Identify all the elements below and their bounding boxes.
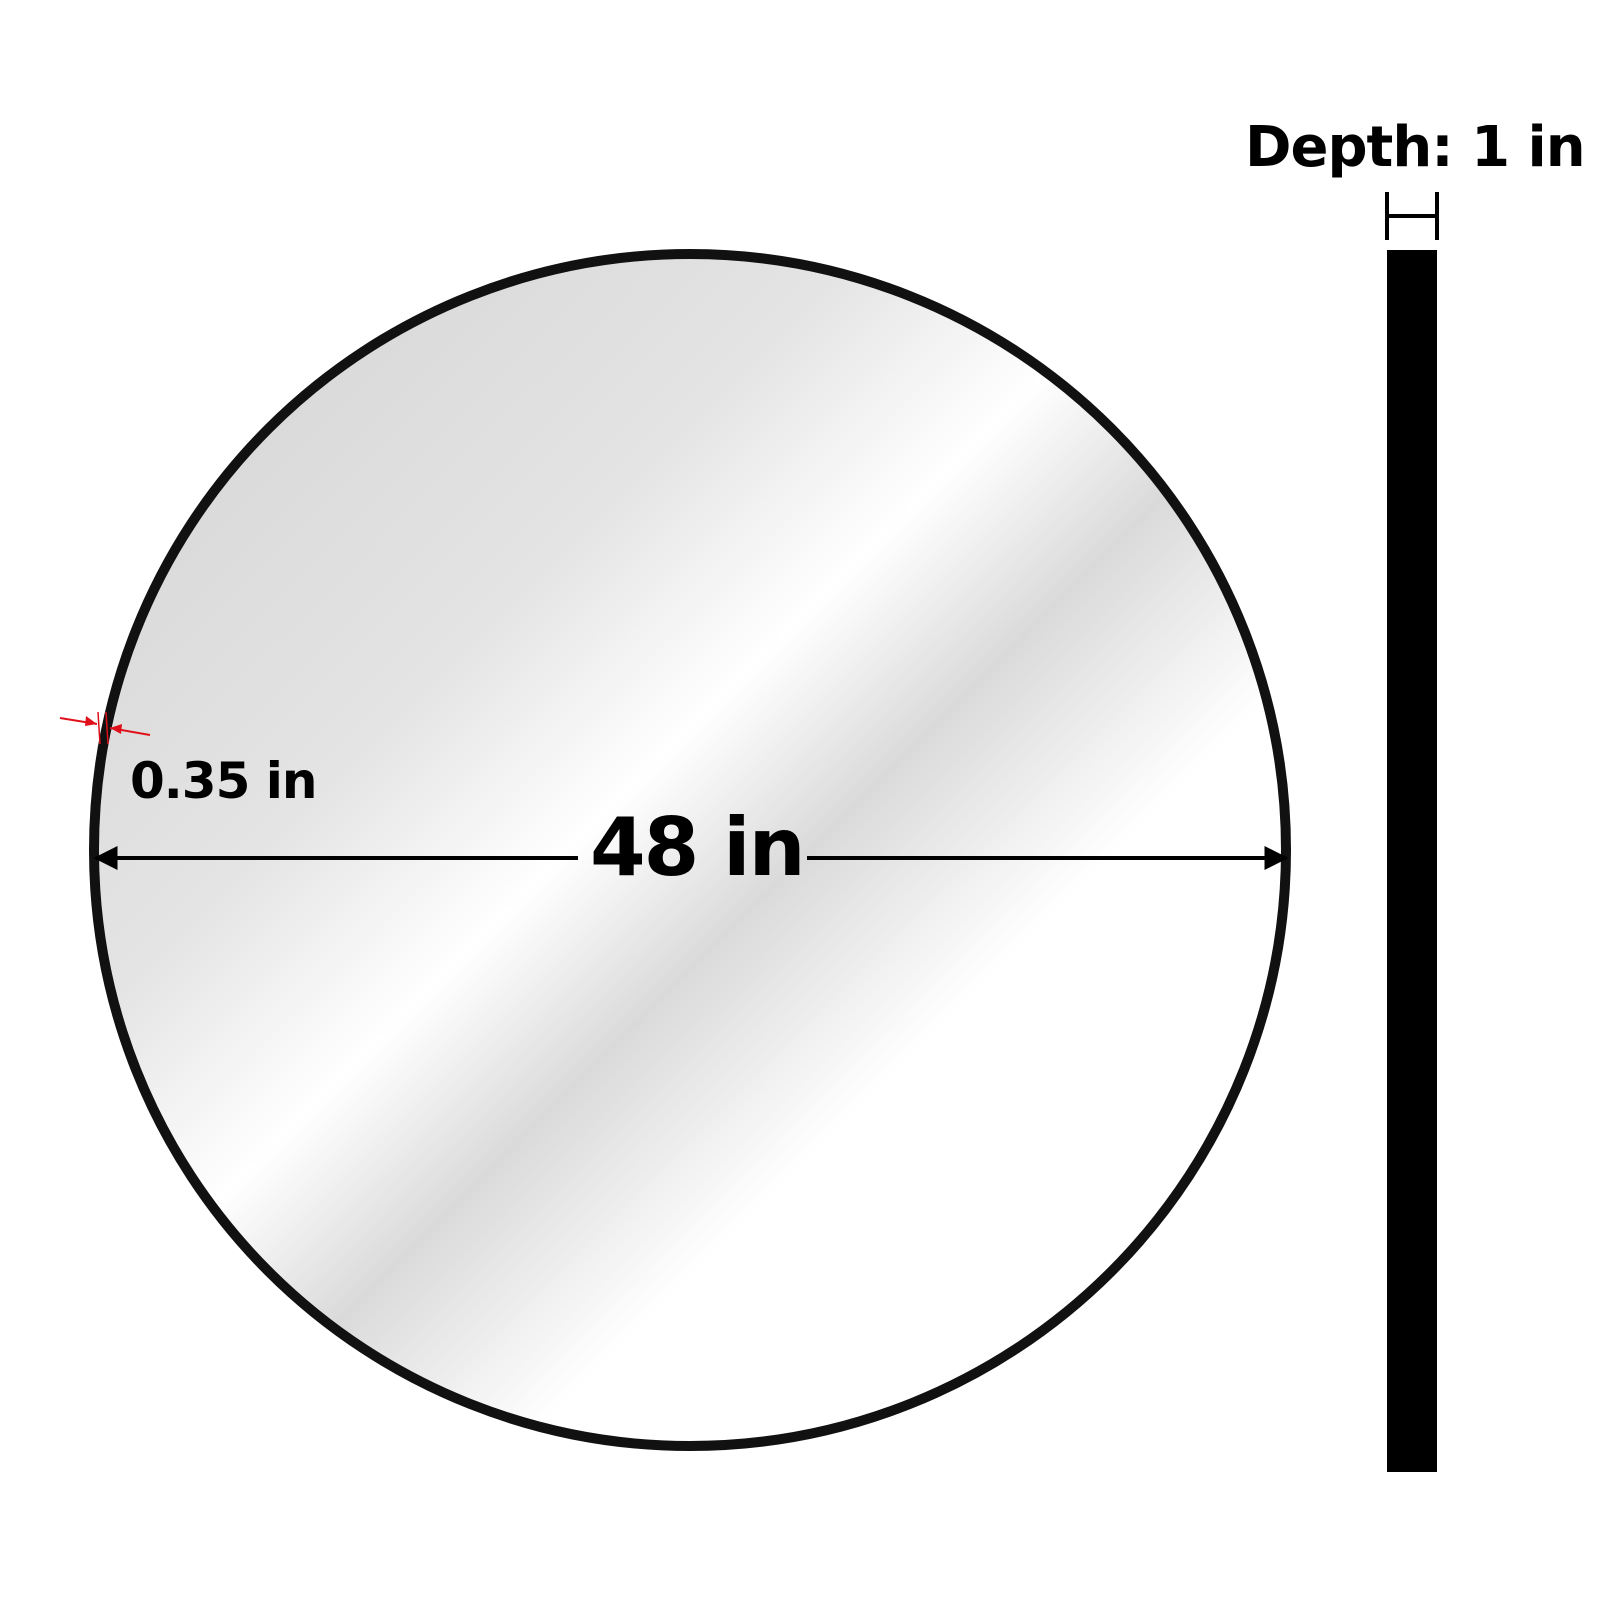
frame-thickness-marker xyxy=(59,711,151,745)
depth-bracket xyxy=(1385,192,1439,240)
diameter-label: 48 in xyxy=(590,801,806,894)
depth-label: Depth: 1 in xyxy=(1245,115,1586,180)
mirror-side-profile xyxy=(1387,250,1437,1472)
frame-thickness-tick xyxy=(97,711,101,745)
frame-thickness-arrowhead-left xyxy=(85,716,97,726)
frame-thickness-label: 0.35 in xyxy=(130,752,318,810)
mirror-glass xyxy=(94,254,1286,1446)
frame-thickness-arrowhead-right xyxy=(110,724,122,734)
frame-thickness-tick xyxy=(105,711,109,745)
